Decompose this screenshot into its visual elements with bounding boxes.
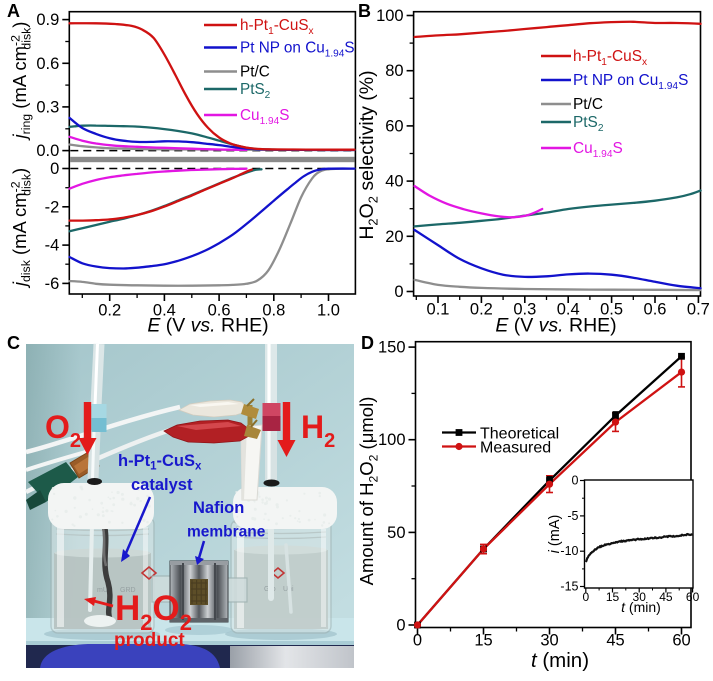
svg-text:product: product [114,630,185,651]
svg-text:Pt/C: Pt/C [573,96,603,113]
svg-text:30: 30 [633,590,647,604]
svg-text:0.0: 0.0 [36,142,59,160]
svg-text:40: 40 [385,173,403,191]
svg-text:Pt NP on Cu1.94S: Pt NP on Cu1.94S [240,40,355,60]
svg-text:0.2: 0.2 [470,301,493,319]
svg-text:100: 100 [376,7,404,25]
svg-text:0.5: 0.5 [600,301,623,319]
svg-text:0.4: 0.4 [557,301,580,319]
svg-text:E (V vs. RHE): E (V vs. RHE) [495,315,616,337]
svg-text:60: 60 [686,590,700,604]
svg-text:h-Pt1-CuSx: h-Pt1-CuSx [118,452,202,473]
svg-text:0.6: 0.6 [208,301,231,319]
svg-text:100: 100 [378,431,406,449]
svg-text:0.1: 0.1 [427,301,450,319]
svg-text:mU: mU [97,587,108,594]
svg-text:Pt/C: Pt/C [240,64,270,81]
svg-text:0: 0 [394,283,403,301]
svg-text:jdisk (mA cm-2disk): jdisk (mA cm-2disk) [9,168,34,289]
svg-text:80: 80 [385,62,403,80]
svg-text:GRD: GRD [120,587,136,594]
svg-text:H2O2: H2O2 [115,589,192,635]
svg-text:Measured: Measured [480,440,551,457]
svg-text:membrane: membrane [187,524,266,541]
svg-text:0.9: 0.9 [36,11,59,29]
svg-text:0.4: 0.4 [153,301,176,319]
svg-text:D: D [361,333,374,353]
svg-text:Nafion: Nafion [193,499,244,517]
svg-text:0: 0 [396,617,405,635]
svg-text:45: 45 [606,632,624,650]
svg-text:h-Pt1-CuSx: h-Pt1-CuSx [573,48,647,68]
svg-text:PtS2: PtS2 [240,81,271,101]
svg-text:0: 0 [582,590,589,604]
svg-text:0: 0 [413,632,422,650]
svg-text:i (mA): i (mA) [547,515,563,554]
svg-text:-4: -4 [45,237,60,255]
svg-text:-10: -10 [560,544,578,558]
svg-text:30: 30 [540,632,558,650]
svg-text:t (min): t (min) [621,599,661,615]
svg-text:Amount of H2O2 (μmol): Amount of H2O2 (μmol) [356,397,380,586]
svg-text:Cu1.94S: Cu1.94S [573,140,623,160]
svg-text:PtS2: PtS2 [573,114,604,134]
svg-text:0: 0 [50,160,59,178]
svg-text:150: 150 [378,339,406,357]
svg-text:C: C [7,333,20,353]
svg-text:B: B [358,1,371,21]
svg-text:Pt NP on Cu1.94S: Pt NP on Cu1.94S [573,72,688,92]
svg-text:-5: -5 [567,509,578,523]
svg-text:0.3: 0.3 [513,301,536,319]
svg-text:0.7: 0.7 [687,301,710,319]
svg-text:1.0: 1.0 [317,301,340,319]
svg-text:Theoretical: Theoretical [480,426,559,443]
svg-text:45: 45 [659,590,673,604]
svg-text:H2O2 selectivity (%): H2O2 selectivity (%) [356,70,381,239]
svg-text:-2: -2 [45,198,60,216]
svg-text:60: 60 [385,117,403,135]
svg-text:50: 50 [387,524,405,542]
svg-text:E (V vs. RHE): E (V vs. RHE) [147,315,268,337]
svg-text:0.6: 0.6 [36,55,59,73]
svg-text:15: 15 [474,632,492,650]
svg-text:0: 0 [572,474,579,488]
svg-text:15: 15 [606,590,620,604]
svg-text:t (min): t (min) [531,649,589,672]
svg-text:-15: -15 [560,580,578,594]
svg-text:jring (mA cm-2disk): jring (mA cm-2disk) [9,22,34,142]
svg-text:0.3: 0.3 [36,98,59,116]
svg-text:0.8: 0.8 [262,301,285,319]
svg-text:h-Pt1-CuSx: h-Pt1-CuSx [240,17,314,37]
svg-text:catalyst: catalyst [131,476,193,494]
svg-text:0.6: 0.6 [644,301,667,319]
svg-text:60: 60 [672,632,690,650]
svg-text:Cu1.94S: Cu1.94S [240,107,289,127]
svg-text:20: 20 [385,228,403,246]
svg-text:A: A [7,1,20,21]
svg-text:-6: -6 [45,275,60,293]
svg-text:0.2: 0.2 [98,301,121,319]
